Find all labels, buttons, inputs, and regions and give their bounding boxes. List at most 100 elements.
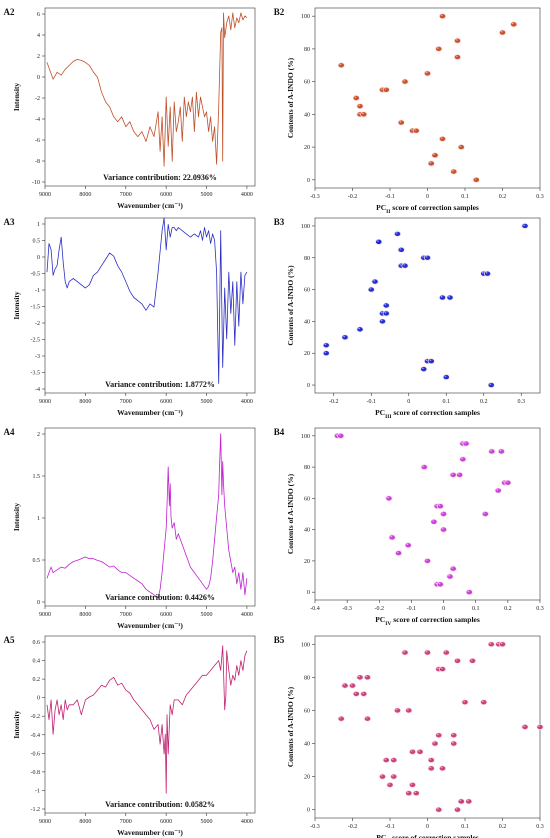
y-tick-label: 40 — [304, 528, 310, 534]
x-tick-label: -0.3 — [342, 606, 352, 612]
y-axis-label: Contents of A-INDO (%) — [286, 265, 295, 346]
point-highlight — [474, 178, 477, 180]
point-highlight — [354, 96, 357, 98]
scatter-point — [449, 471, 457, 478]
point-highlight — [459, 145, 462, 147]
point-highlight — [436, 47, 439, 49]
y-tick-label: -0.5 — [31, 272, 41, 278]
x-axis-label-main: PC — [375, 408, 385, 417]
y-tick-label: -8 — [35, 159, 40, 165]
y-tick-label: 80 — [304, 256, 310, 262]
scatter-point — [450, 732, 458, 739]
point-highlight — [461, 457, 463, 460]
point-highlight — [358, 327, 360, 330]
y-tick-label: -2 — [35, 321, 40, 327]
scatter-point — [356, 326, 364, 333]
scatter-point — [453, 54, 462, 61]
y-tick-label: -1.2 — [31, 807, 41, 813]
x-tick-label: 5000 — [201, 612, 213, 618]
x-tick-label: 0.2 — [499, 824, 507, 830]
x-tick-label: 0.1 — [461, 194, 469, 200]
point-highlight — [435, 504, 438, 507]
y-tick-label: 0 — [307, 178, 310, 184]
scatter-point — [427, 160, 435, 167]
scatter-point — [438, 666, 447, 673]
x-tick-label: -0.2 — [348, 194, 358, 200]
y-axis-label: Intensity — [12, 83, 21, 112]
plot-frame — [314, 7, 541, 189]
scatter-panel-b4: B4 -0.4 -0.3 -0.2 -0.1 0 0.1 0.2 0.3 100 80 60 40 20 0… — [274, 427, 544, 627]
point-highlight — [384, 311, 387, 314]
point-highlight — [350, 684, 353, 686]
point-highlight — [403, 651, 405, 653]
y-axis-label: Intensity — [12, 503, 21, 532]
scatter-point — [378, 318, 387, 325]
x-tick-label: 0.3 — [536, 606, 544, 612]
point-highlight — [335, 434, 338, 436]
scatter-point — [393, 230, 402, 237]
point-highlight — [438, 582, 441, 585]
x-tick-label: 7000 — [120, 399, 132, 405]
x-tick-label: -0.1 — [385, 194, 395, 200]
point-highlight — [429, 758, 432, 760]
scatter-point — [436, 581, 444, 588]
scatter-point — [390, 773, 398, 780]
point-highlight — [361, 692, 364, 694]
point-highlight — [414, 129, 417, 131]
y-tick-label: 0 — [37, 255, 40, 261]
point-highlight — [388, 783, 390, 785]
point-highlight — [444, 375, 447, 377]
y-tick-label: -0.4 — [31, 733, 41, 739]
x-tick-label: 0.1 — [443, 399, 451, 405]
x-tick-label: 8000 — [79, 399, 91, 405]
point-highlight — [376, 240, 379, 242]
scatter-point — [504, 479, 512, 486]
x-axis-label-main: PC — [375, 615, 385, 624]
scatter-panel-b3: B3 -0.2 -0.1 0 0.1 0.2 0.3 100 80 60 40 20 0 PCIII sc… — [274, 217, 541, 420]
x-tick-label: -0.1 — [407, 606, 417, 612]
spectrum-panel-a4: A4 9000 8000 7000 6000 5000 4000 2 1.5 1 0.5 0 Varia… — [4, 427, 256, 630]
x-axis-label-sub: IV — [385, 621, 391, 627]
y-tick-label: -6 — [35, 138, 40, 144]
scatter-point — [536, 724, 544, 731]
x-tick-label: 7000 — [120, 819, 132, 825]
scatter-point — [430, 518, 438, 525]
point-highlight — [403, 264, 405, 266]
y-axis-label: Intensity — [12, 291, 21, 320]
scatter-point — [431, 152, 439, 159]
point-highlight — [380, 319, 383, 322]
point-highlight — [496, 489, 499, 491]
x-axis-label-rest: score of correction samples — [390, 203, 479, 212]
point-highlight — [339, 717, 342, 719]
x-tick-label: 0.3 — [536, 824, 544, 830]
scatter-point — [385, 495, 393, 502]
point-highlight — [481, 272, 484, 274]
scatter-point — [390, 757, 398, 764]
scatter-point — [498, 641, 507, 648]
point-highlight — [483, 512, 486, 514]
scatter-point — [322, 342, 330, 349]
y-tick-label: 80 — [304, 465, 310, 471]
scatter-point — [401, 649, 409, 656]
scatter-point — [487, 641, 495, 648]
point-highlight — [343, 684, 345, 686]
point-highlight — [436, 808, 439, 810]
scatter-point — [412, 127, 420, 134]
x-axis-label-sub: II — [386, 209, 390, 215]
y-tick-label: 6 — [37, 12, 40, 18]
x-tick-label: -0.4 — [310, 606, 320, 612]
panel-label: B2 — [274, 7, 285, 17]
scatter-point — [382, 302, 390, 309]
plot-frame — [44, 635, 256, 814]
y-tick-label: 2 — [37, 54, 40, 60]
scatter-point — [438, 13, 447, 20]
scatter-point — [449, 565, 457, 572]
point-highlight — [358, 104, 360, 107]
scatter-point — [420, 464, 428, 471]
point-highlight — [455, 808, 458, 810]
scatter-point — [436, 503, 444, 510]
scatter-point — [468, 657, 477, 664]
y-tick-label: 20 — [304, 775, 310, 781]
point-highlight — [425, 651, 428, 653]
point-highlight — [481, 700, 484, 703]
